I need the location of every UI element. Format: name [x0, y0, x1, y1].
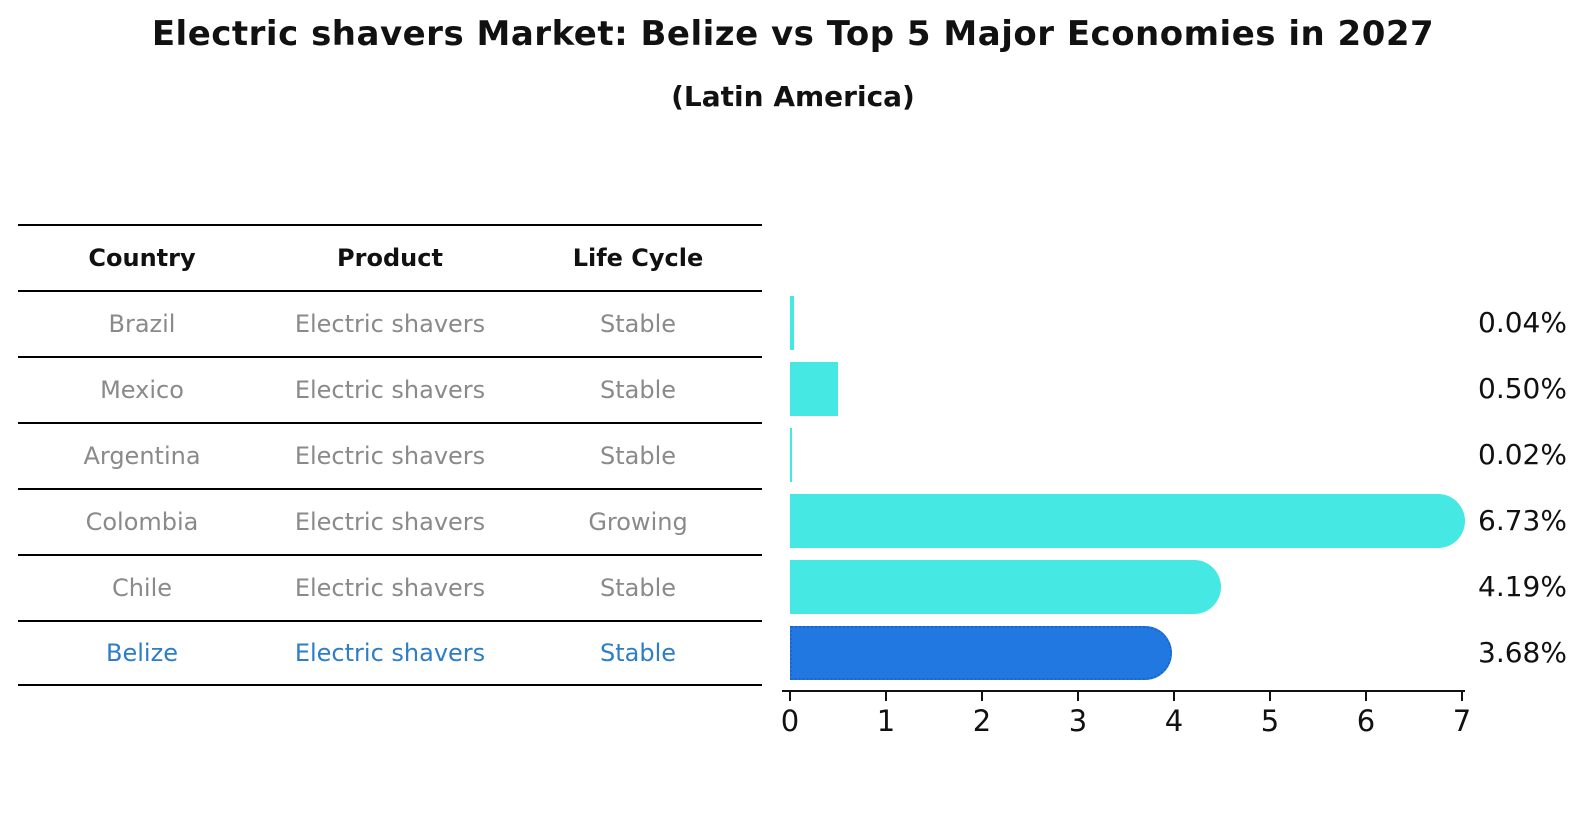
table-cell-country: Chile	[111, 573, 173, 602]
x-axis-tick-mark	[1077, 692, 1079, 701]
bar-value-label: 6.73%	[1478, 504, 1567, 537]
bar-value-label: 3.68%	[1478, 636, 1567, 669]
bar	[790, 494, 1465, 548]
column-header-product: Product	[337, 243, 443, 272]
table-cell-life_cycle: Stable	[599, 309, 677, 338]
bar	[790, 560, 1221, 614]
x-axis-tick-label: 5	[1260, 704, 1280, 738]
table-header-row: Country Product Life Cycle	[18, 224, 762, 290]
table-cell-life_cycle: Growing	[588, 507, 688, 536]
table-cell-product: Electric shavers	[294, 309, 486, 338]
data-table: Country Product Life Cycle Brazil Electri…	[18, 224, 762, 686]
x-axis-tick-mark	[1461, 692, 1463, 701]
table-cell-product: Electric shavers	[294, 441, 486, 470]
column-header-country: Country	[88, 243, 196, 272]
bar-value-label: 0.04%	[1478, 306, 1567, 339]
bar	[790, 362, 838, 416]
x-axis-tick-label: 3	[1068, 704, 1088, 738]
x-axis-tick-mark	[981, 692, 983, 701]
bar-value-label: 0.50%	[1478, 372, 1567, 405]
table-cell-life_cycle: Stable	[599, 375, 677, 404]
table-cell-country: Mexico	[100, 375, 184, 404]
table-row: Argentina Electric shavers Stable	[18, 422, 762, 488]
bar-value-label: 0.02%	[1478, 438, 1567, 471]
table-cell-country: Colombia	[85, 507, 199, 536]
x-axis-tick-label: 6	[1356, 704, 1376, 738]
x-axis-line	[782, 690, 1465, 692]
bar	[790, 296, 794, 350]
x-axis-tick-mark	[1365, 692, 1367, 701]
x-axis-tick-label: 7	[1452, 704, 1472, 738]
table-row: Mexico Electric shavers Stable	[18, 356, 762, 422]
x-axis-tick-mark	[1173, 692, 1175, 701]
chart-subtitle: (Latin America)	[671, 80, 915, 113]
table-cell-product: Electric shavers	[294, 375, 486, 404]
x-axis-tick-label: 0	[780, 704, 800, 738]
table-row: Chile Electric shavers Stable	[18, 554, 762, 620]
x-axis-tick-label: 1	[876, 704, 896, 738]
x-axis-tick-mark	[1269, 692, 1271, 701]
x-axis-tick-mark	[885, 692, 887, 701]
table-row: Belize Electric shavers Stable	[18, 620, 762, 686]
x-axis-tick-label: 4	[1164, 704, 1184, 738]
bar-highlight	[790, 626, 1172, 680]
table-row: Brazil Electric shavers Stable	[18, 290, 762, 356]
column-header-lifecycle: Life Cycle	[572, 243, 704, 272]
x-axis-tick-label: 2	[972, 704, 992, 738]
bar-value-label: 4.19%	[1478, 570, 1567, 603]
table-cell-life_cycle: Stable	[599, 441, 677, 470]
x-axis-tick-mark	[789, 692, 791, 701]
table-cell-country: Belize	[106, 638, 178, 667]
table-cell-country: Argentina	[83, 441, 201, 470]
chart-title: Electric shavers Market: Belize vs Top 5…	[151, 14, 1435, 54]
table-row: Colombia Electric shavers Growing	[18, 488, 762, 554]
table-cell-life_cycle: Stable	[599, 573, 677, 602]
bar	[790, 428, 792, 482]
table-rows: Brazil Electric shavers Stable Mexico Electr…	[18, 290, 762, 686]
table-cell-life_cycle: Stable	[599, 638, 677, 667]
table-cell-product: Electric shavers	[294, 638, 486, 667]
table-cell-country: Brazil	[108, 309, 176, 338]
table-cell-product: Electric shavers	[294, 573, 486, 602]
table-cell-product: Electric shavers	[294, 507, 486, 536]
